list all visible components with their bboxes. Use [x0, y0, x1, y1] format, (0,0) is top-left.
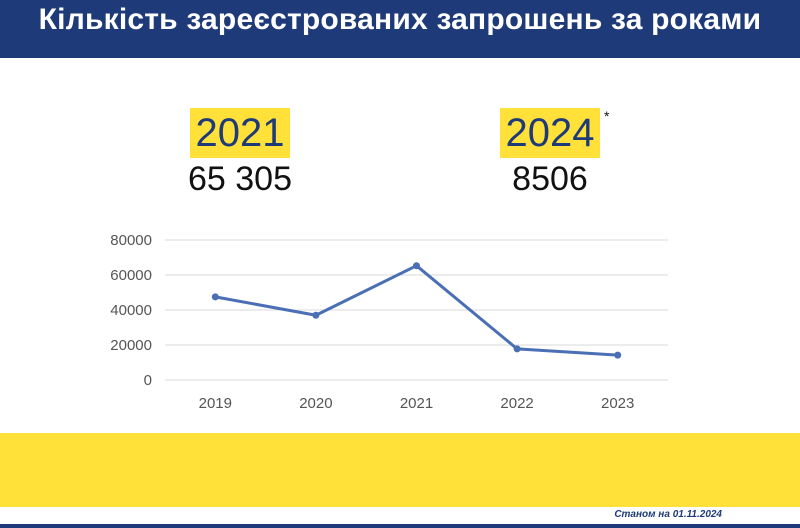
highlight-year: 2021: [189, 108, 291, 158]
x-tick-label: 2019: [199, 395, 232, 412]
y-tick-label: 80000: [110, 232, 152, 249]
yellow-band: [0, 433, 800, 507]
highlight-2021: 2021 65 305: [130, 108, 350, 198]
x-tick-label: 2023: [601, 395, 634, 412]
footnote-asterisk: *: [604, 108, 610, 124]
y-tick-label: 60000: [110, 267, 152, 284]
y-tick-label: 20000: [110, 337, 152, 354]
data-point: [211, 293, 219, 301]
y-tick-label: 0: [144, 372, 152, 389]
highlight-2024: 2024 * 8506: [440, 108, 660, 198]
x-tick-label: 2021: [400, 395, 433, 412]
header-bar: Кількість зареєстрованих запрошень за ро…: [0, 0, 800, 58]
x-tick-label: 2020: [299, 395, 332, 412]
highlight-value: 8506: [512, 160, 588, 198]
footer-rule: [0, 524, 800, 528]
line-chart: 0 20000 40000 60000 80000 2019 2020 2021 2022 202…: [110, 232, 668, 412]
x-tick-label: 2022: [500, 395, 533, 412]
data-point: [614, 351, 622, 359]
highlight-year-wrap: 2024 *: [499, 108, 609, 158]
page-title: Кількість зареєстрованих запрошень за ро…: [38, 3, 762, 36]
highlight-value: 65 305: [188, 160, 292, 198]
data-point: [413, 262, 420, 270]
highlight-year-wrap: 2021: [189, 108, 291, 158]
highlight-year: 2024: [499, 108, 601, 158]
data-point: [312, 311, 320, 319]
y-tick-label: 40000: [110, 302, 152, 319]
data-point: [513, 345, 521, 353]
date-note: Станом на 01.11.2024: [614, 509, 722, 520]
